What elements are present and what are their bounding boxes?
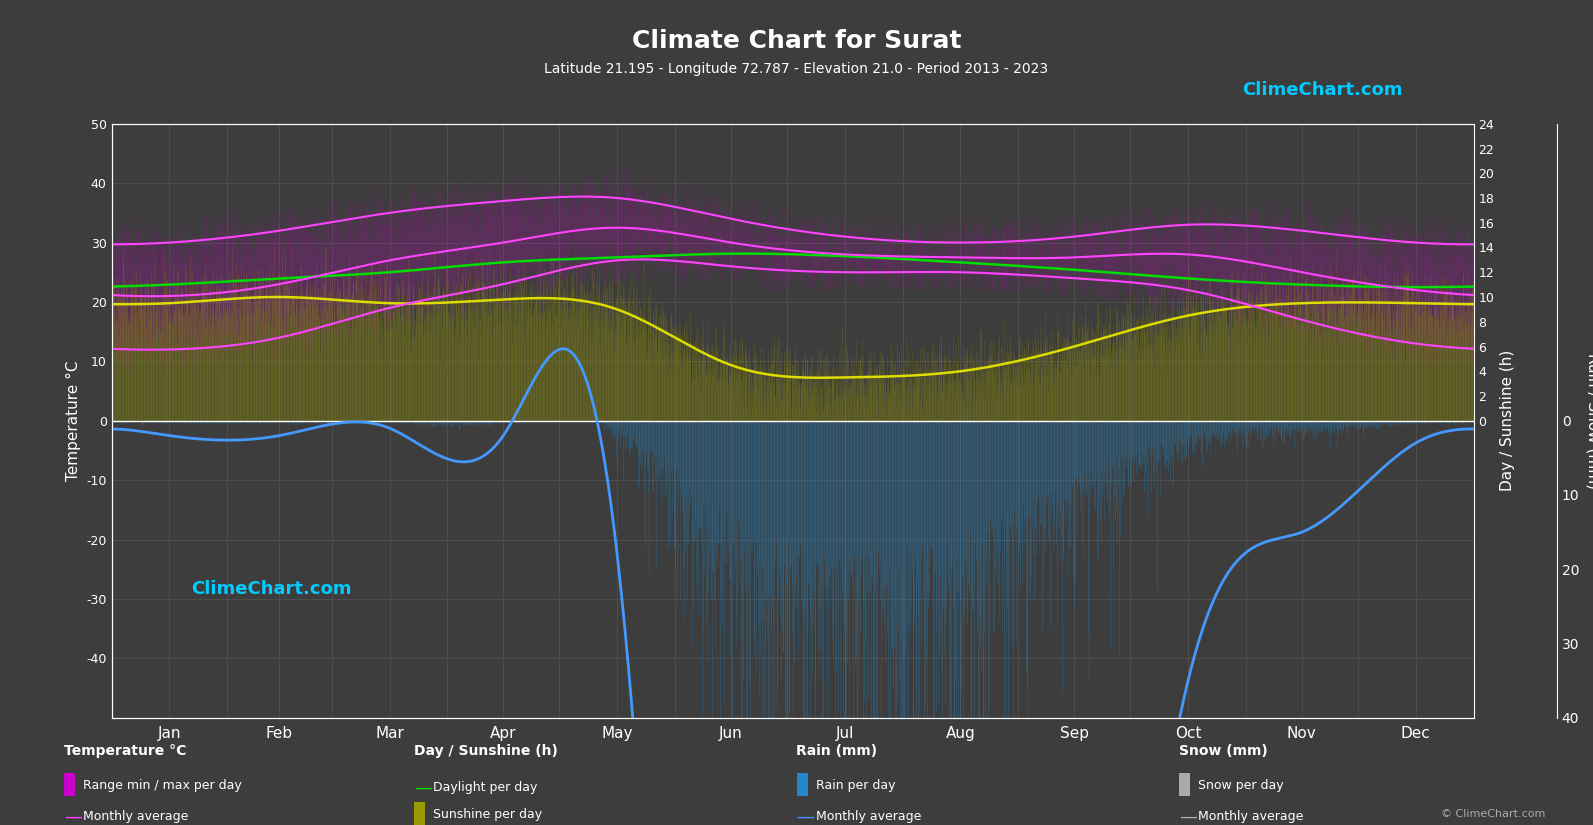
Y-axis label: Temperature °C: Temperature °C bbox=[65, 361, 81, 481]
Text: ClimeChart.com: ClimeChart.com bbox=[191, 580, 352, 598]
Text: —: — bbox=[1179, 808, 1196, 825]
Text: ClimeChart.com: ClimeChart.com bbox=[1243, 81, 1403, 99]
Text: Climate Chart for Surat: Climate Chart for Surat bbox=[632, 29, 961, 53]
Text: Range min / max per day: Range min / max per day bbox=[83, 779, 242, 792]
Text: Rain (mm): Rain (mm) bbox=[796, 744, 878, 758]
Text: Temperature °C: Temperature °C bbox=[64, 744, 186, 758]
Text: —: — bbox=[64, 808, 81, 825]
Text: Latitude 21.195 - Longitude 72.787 - Elevation 21.0 - Period 2013 - 2023: Latitude 21.195 - Longitude 72.787 - Ele… bbox=[545, 62, 1048, 76]
Text: © ClimeChart.com: © ClimeChart.com bbox=[1440, 808, 1545, 818]
Text: Snow (mm): Snow (mm) bbox=[1179, 744, 1268, 758]
Text: —: — bbox=[796, 808, 814, 825]
Text: —: — bbox=[414, 779, 432, 797]
Text: Daylight per day: Daylight per day bbox=[433, 781, 538, 794]
Text: Monthly average: Monthly average bbox=[816, 810, 921, 823]
Y-axis label: Rain / Snow (mm): Rain / Snow (mm) bbox=[1585, 353, 1593, 488]
Text: Snow per day: Snow per day bbox=[1198, 779, 1284, 792]
Text: Day / Sunshine (h): Day / Sunshine (h) bbox=[414, 744, 558, 758]
Text: Sunshine per day: Sunshine per day bbox=[433, 808, 543, 821]
Y-axis label: Day / Sunshine (h): Day / Sunshine (h) bbox=[1501, 350, 1515, 492]
Text: Rain per day: Rain per day bbox=[816, 779, 895, 792]
Text: Monthly average: Monthly average bbox=[1198, 810, 1303, 823]
Text: Monthly average: Monthly average bbox=[83, 810, 188, 823]
